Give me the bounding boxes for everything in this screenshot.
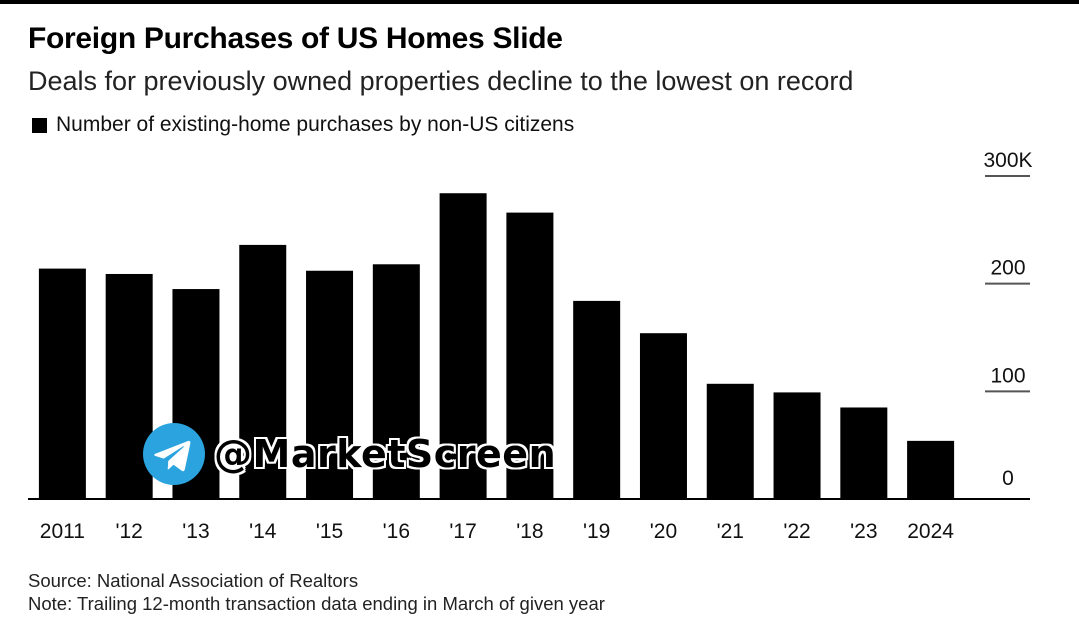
bar-2024 — [907, 440, 955, 499]
bar-22 — [773, 392, 821, 499]
x-tick-label: '14 — [249, 520, 277, 543]
top-rule — [0, 0, 1079, 4]
x-tick-label: 2024 — [907, 520, 954, 543]
y-tick-label: 0 — [1002, 467, 1014, 490]
x-tick-label: '20 — [650, 520, 677, 543]
telegram-icon — [143, 423, 205, 485]
x-tick-label: '17 — [449, 520, 476, 543]
y-tick-label: 300K — [983, 149, 1032, 172]
legend-label: Number of existing-home purchases by non… — [56, 113, 575, 136]
chart-title: Foreign Purchases of US Homes Slide — [28, 22, 563, 55]
legend-swatch — [32, 117, 47, 133]
y-tick-label: 100 — [990, 364, 1025, 387]
data-note: Note: Trailing 12-month transaction data… — [28, 593, 605, 614]
footnotes: Source: National Association of Realtors… — [28, 569, 605, 615]
x-tick-label: '16 — [383, 520, 410, 543]
watermark: @MarketScreen — [142, 422, 556, 486]
watermark-text: @MarketScreen — [214, 432, 557, 476]
bar-19 — [573, 300, 621, 499]
x-tick-label: '19 — [583, 520, 610, 543]
y-tick-label: 200 — [990, 257, 1025, 280]
bar-15 — [306, 270, 354, 499]
x-tick-label: '22 — [783, 520, 810, 543]
bar-chart: 2011 '12 '13 '14 '15 '16 '17 '18 '19 '20 '21 '22 '23… — [28, 149, 1033, 543]
bar-18 — [506, 212, 554, 499]
source-note: Source: National Association of Realtors — [28, 570, 359, 591]
legend: Number of existing-home purchases by non… — [32, 113, 574, 137]
chart-subtitle: Deals for previously owned properties de… — [28, 66, 854, 96]
x-tick-label: '23 — [850, 520, 877, 543]
bar-16 — [372, 264, 420, 499]
bar-17 — [439, 193, 487, 499]
x-tick-label: 2011 — [40, 520, 85, 543]
x-tick-label: '12 — [115, 520, 142, 543]
x-tick-label: '21 — [717, 520, 744, 543]
bar-2011 — [38, 268, 86, 499]
bar-23 — [840, 407, 888, 499]
bar-14 — [239, 244, 287, 499]
bar-21 — [706, 383, 754, 499]
x-tick-label: '15 — [316, 520, 343, 543]
x-tick-label: '13 — [182, 520, 209, 543]
bar-20 — [639, 333, 687, 499]
x-tick-label: '18 — [516, 520, 543, 543]
